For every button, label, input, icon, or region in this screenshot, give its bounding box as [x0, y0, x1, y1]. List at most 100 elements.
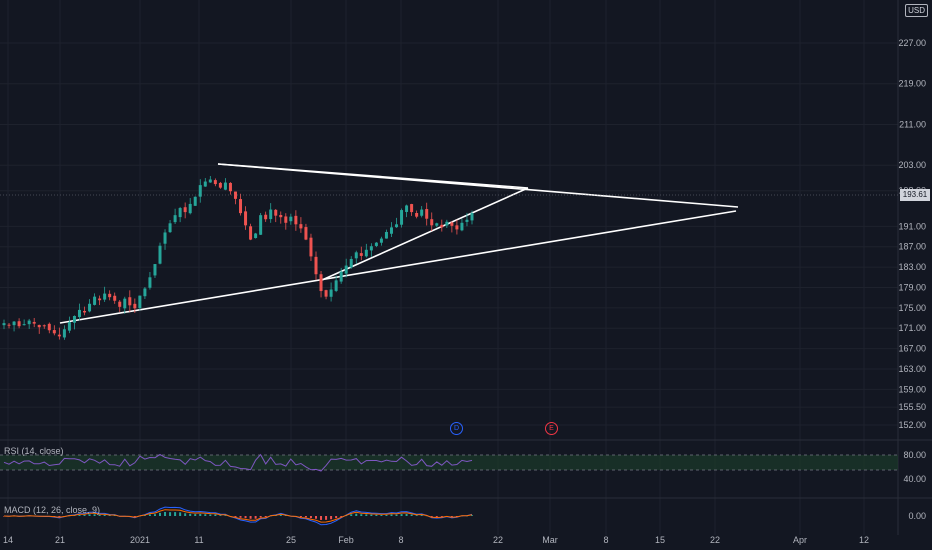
- price-tick-label: 167.00: [898, 344, 926, 354]
- macd-histogram-bar: [259, 516, 262, 518]
- candle-body: [198, 185, 202, 197]
- candle-body: [349, 258, 353, 268]
- macd-histogram-bar: [249, 516, 252, 519]
- macd-tick-label: 0.00: [908, 511, 926, 521]
- macd-histogram-bar: [415, 515, 418, 516]
- candle-body: [183, 207, 187, 213]
- candle-body: [148, 277, 152, 288]
- candle-body: [7, 324, 11, 326]
- macd-histogram-bar: [279, 514, 282, 516]
- candle-body: [88, 303, 92, 312]
- macd-histogram-bar: [330, 516, 333, 520]
- macd-histogram-bar: [385, 514, 388, 516]
- macd-histogram-bar: [204, 514, 207, 516]
- date-tick-label: Feb: [338, 535, 354, 545]
- macd-label[interactable]: MACD (12, 26, close, 9): [4, 505, 101, 515]
- macd-histogram-bar: [355, 513, 358, 516]
- candle-body: [440, 224, 444, 228]
- macd-histogram-bar: [380, 514, 383, 516]
- macd-histogram-bar: [234, 516, 237, 517]
- candle-body: [294, 215, 298, 225]
- macd-histogram-bar: [420, 515, 423, 516]
- trendline-lower[interactable]: [59, 210, 737, 324]
- macd-histogram-bar: [264, 516, 267, 518]
- candle-body: [188, 203, 192, 214]
- macd-histogram-bar: [274, 515, 277, 516]
- macd-histogram-bar: [174, 512, 177, 516]
- price-tick-label: 211.00: [899, 119, 926, 129]
- date-tick-label: 8: [398, 535, 403, 545]
- price-tick-label: 187.00: [898, 242, 926, 252]
- date-tick-label: 15: [655, 535, 665, 545]
- candle-body: [208, 179, 212, 183]
- candle-body: [460, 222, 464, 231]
- candle-body: [103, 293, 107, 300]
- candle-body: [465, 219, 469, 222]
- candle-body: [12, 321, 16, 326]
- macd-line: [3, 506, 473, 526]
- price-tick-label: 203.00: [898, 160, 926, 170]
- macd-histogram-bar: [350, 514, 353, 516]
- date-tick-label: 11: [194, 535, 203, 545]
- macd-histogram-bar: [98, 514, 101, 516]
- candle-body: [22, 324, 26, 326]
- candle-body: [239, 199, 243, 214]
- date-tick-label: 2021: [130, 535, 150, 545]
- candle-body: [32, 321, 36, 324]
- candle-body: [128, 297, 132, 306]
- price-tick-label: 163.00: [898, 364, 926, 374]
- macd-histogram-bar: [153, 514, 156, 516]
- macd-histogram-bar: [164, 511, 167, 516]
- candle-body: [389, 227, 393, 234]
- price-tick-label: 171.00: [898, 323, 926, 333]
- dividend-event-icon[interactable]: D: [450, 422, 463, 435]
- macd-histogram-bar: [410, 514, 413, 516]
- candle-body: [123, 298, 127, 309]
- trendline-upper-extended[interactable]: [217, 163, 739, 208]
- candle-body: [133, 303, 137, 309]
- candle-body: [77, 309, 81, 318]
- candle-body: [374, 242, 378, 246]
- earnings-event-icon[interactable]: E: [545, 422, 558, 435]
- price-tick-label: 179.00: [898, 282, 926, 292]
- candle-body: [435, 223, 439, 226]
- candle-body: [309, 237, 313, 257]
- macd-histogram-bar: [390, 514, 393, 516]
- macd-histogram-bar: [315, 516, 317, 519]
- candle-body: [72, 316, 76, 323]
- date-tick-label: Mar: [542, 535, 558, 545]
- candle-body: [223, 182, 227, 190]
- date-tick-label: 12: [859, 535, 869, 545]
- candle-body: [42, 325, 46, 327]
- price-tick-label: 159.00: [898, 384, 926, 394]
- chart-grid: [0, 0, 932, 535]
- macd-histogram-bar: [209, 514, 212, 516]
- candle-body: [244, 211, 248, 226]
- macd-histogram-bar: [239, 516, 242, 518]
- candle-body: [62, 329, 66, 338]
- candle-body: [289, 216, 293, 222]
- rsi-label[interactable]: RSI (14, close): [4, 446, 64, 456]
- macd-histogram-bar: [320, 516, 323, 520]
- candle-body: [430, 219, 434, 226]
- macd-histogram-bar: [244, 516, 247, 519]
- macd-histogram-bar: [108, 515, 111, 516]
- macd-histogram-bar: [440, 516, 443, 517]
- currency-label[interactable]: USD: [905, 4, 928, 17]
- date-tick-label: Apr: [793, 535, 807, 545]
- trendline-inner-support[interactable]: [321, 187, 529, 281]
- candle-body: [410, 204, 414, 213]
- candle-body: [450, 222, 454, 226]
- last-price-badge: 193.61: [900, 189, 930, 201]
- macd-histogram-bar: [143, 515, 146, 516]
- macd-histogram-bar: [375, 514, 378, 516]
- candle-body: [153, 264, 157, 276]
- macd-histogram-bar: [455, 516, 458, 517]
- date-axis: 14 21 2021 11 25 Feb 8 22 Mar 8 15 22 Apr 12: [3, 535, 869, 545]
- macd-histogram-bar: [309, 516, 312, 519]
- macd-histogram-bar: [53, 516, 56, 517]
- date-tick-label: 25: [286, 535, 296, 545]
- macd-histogram-bar: [159, 512, 161, 516]
- macd-histogram-bar: [219, 515, 222, 516]
